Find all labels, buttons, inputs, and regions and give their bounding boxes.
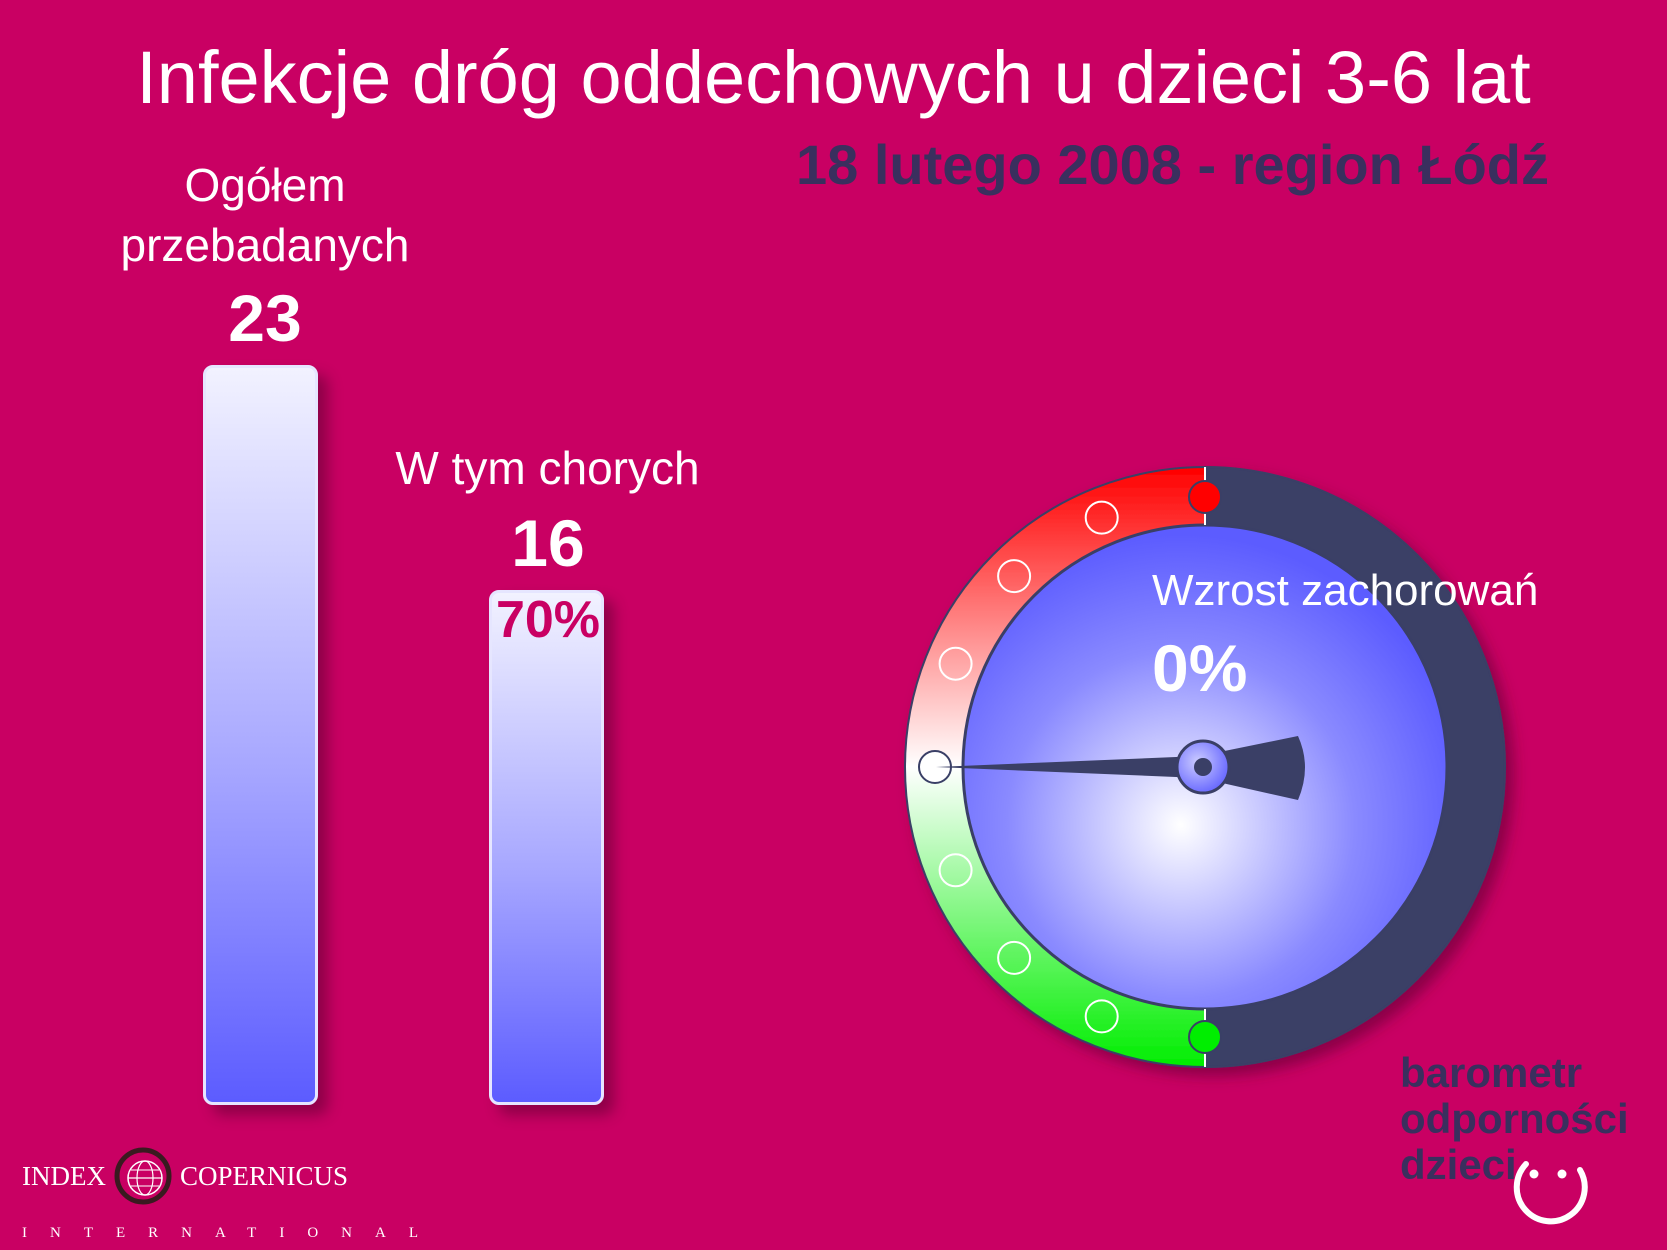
gauge-tick <box>1084 999 1119 1034</box>
chart-subtitle: 18 lutego 2008 - region Łódź <box>795 133 1549 196</box>
gauge-tick <box>938 853 973 888</box>
gauge-tail <box>1200 736 1305 800</box>
barometr-line3: dzieci <box>1400 1141 1517 1188</box>
globe-icon <box>114 1147 172 1205</box>
barometr-line2: odporności <box>1400 1095 1629 1142</box>
gauge-tick <box>997 940 1032 975</box>
barometr-line1: barometr <box>1400 1049 1583 1096</box>
value-total: 23 <box>228 281 302 355</box>
gauge-ticks <box>918 480 1222 1054</box>
label-total-line2: przebadanych <box>120 219 410 271</box>
index-copernicus-logo: INDEX COPERNICUS INTERNATIONAL <box>22 1145 441 1242</box>
label-total-line1: Ogółem <box>184 159 346 211</box>
gauge-value: 0% <box>1152 631 1248 705</box>
gauge-hub-center <box>1194 758 1212 776</box>
gauge-tick <box>1188 480 1222 514</box>
chart-title: Infekcje dróg oddechowych u dzieci 3-6 l… <box>136 36 1531 119</box>
gauge-needle <box>936 756 1200 778</box>
gauge-tick <box>938 646 973 681</box>
bar-total <box>203 365 318 1105</box>
smile-icon <box>1513 1161 1588 1225</box>
percent-sick: 70% <box>495 591 601 649</box>
value-sick: 16 <box>511 506 585 580</box>
gauge-tick <box>1084 500 1119 535</box>
bar-sick <box>489 590 604 1105</box>
barometr-logo: barometr odporności dzieci <box>1400 1050 1629 1188</box>
label-total: Ogółem przebadanych <box>105 155 425 275</box>
logo-international-text: INTERNATIONAL <box>22 1225 441 1241</box>
logo-index-text: INDEX <box>22 1160 106 1191</box>
label-sick: W tym chorych <box>395 442 700 494</box>
gauge-tick <box>1188 1020 1222 1054</box>
gauge-tick <box>997 559 1032 594</box>
logo-copernicus-text: COPERNICUS <box>179 1160 349 1191</box>
gauge-label: Wzrost zachorowań <box>1152 566 1539 615</box>
